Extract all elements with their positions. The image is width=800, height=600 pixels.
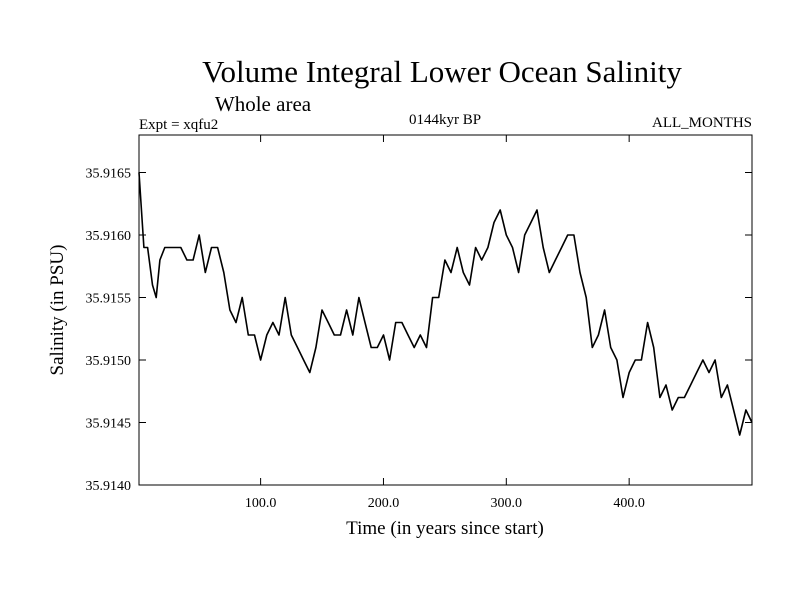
y-tick-label: 35.9165: [86, 167, 132, 182]
x-tick-label: 200.0: [368, 496, 400, 511]
y-tick-label: 35.9145: [86, 417, 132, 432]
chart-title: Volume Integral Lower Ocean Salinity: [202, 54, 682, 89]
months-label: ALL_MONTHS: [652, 115, 752, 131]
salinity-series-line: [138, 172, 753, 436]
x-tick-label: 400.0: [613, 496, 645, 511]
x-tick-label: 100.0: [245, 496, 277, 511]
y-axis-label: Salinity (in PSU): [47, 245, 68, 376]
x-tick-label: 300.0: [491, 496, 523, 511]
y-axis-ticks: 35.9140 35.9145 35.9150 35.9155 35.9160 35.91…: [86, 167, 752, 494]
y-tick-label: 35.9160: [86, 229, 132, 244]
y-tick-label: 35.9150: [86, 354, 132, 369]
plot-frame: [138, 134, 753, 486]
chart-subtitle: Whole area: [215, 92, 312, 116]
y-tick-label: 35.9155: [86, 292, 132, 307]
period-label: 0144kyr BP: [409, 112, 481, 128]
experiment-label: Expt = xqfu2: [139, 117, 218, 133]
y-tick-label: 35.9140: [86, 479, 132, 494]
x-axis-label: Time (in years since start): [346, 518, 544, 539]
x-axis-ticks: 100.0 200.0 300.0 400.0: [245, 135, 645, 511]
